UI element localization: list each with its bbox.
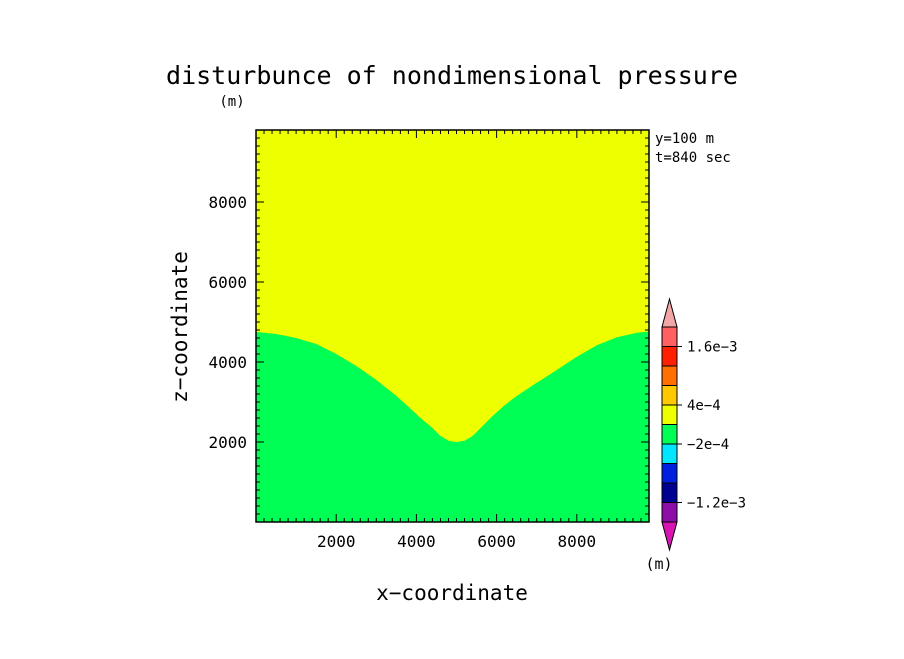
y-axis-label: z−coordinate xyxy=(168,251,192,403)
x-tick-label: 2000 xyxy=(317,532,356,551)
chart-title: disturbunce of nondimensional pressure xyxy=(166,61,738,90)
colorbar-bin xyxy=(661,463,678,484)
y-axis: 2000 4000 6000 8000 xyxy=(208,137,649,515)
colorbar-bin xyxy=(661,482,678,503)
x-tick-label: 8000 xyxy=(558,532,597,551)
colorbar-bin xyxy=(661,502,678,523)
x-tick-label: 6000 xyxy=(477,532,516,551)
x-tick-label: 4000 xyxy=(397,532,436,551)
annotation-time: t=840 sec xyxy=(655,150,731,166)
colorbar-label: −2e−4 xyxy=(687,437,729,453)
x-axis-label: x−coordinate xyxy=(376,581,528,605)
colorbar-bin xyxy=(661,424,678,445)
colorbar-label: −1.2e−3 xyxy=(687,496,746,512)
y-tick-label: 8000 xyxy=(208,193,247,212)
colorbar-bin xyxy=(661,346,678,367)
x-axis: 2000 4000 6000 8000 xyxy=(263,130,642,551)
colorbar-label: 4e−4 xyxy=(687,398,721,414)
colorbar: 1.6e−3 4e−4 −2e−4 −1.2e−3 xyxy=(661,297,746,552)
y-tick-label: 6000 xyxy=(208,273,247,292)
y-tick-label: 4000 xyxy=(208,353,247,372)
plot-area xyxy=(255,129,650,523)
colorbar-bin xyxy=(661,326,678,347)
plot-frame xyxy=(255,129,650,523)
annotation-y-position: y=100 m xyxy=(655,131,714,147)
colorbar-bin xyxy=(661,385,678,406)
colorbar-bin xyxy=(661,443,678,464)
colorbar-bin xyxy=(661,365,678,386)
colorbar-bin xyxy=(661,404,678,425)
colorbar-label: 1.6e−3 xyxy=(687,340,738,356)
y-tick-label: 2000 xyxy=(208,433,247,452)
y-unit-label: (m) xyxy=(219,94,244,110)
lower-region xyxy=(256,331,649,522)
colorbar-unit-label: (m) xyxy=(645,555,672,573)
